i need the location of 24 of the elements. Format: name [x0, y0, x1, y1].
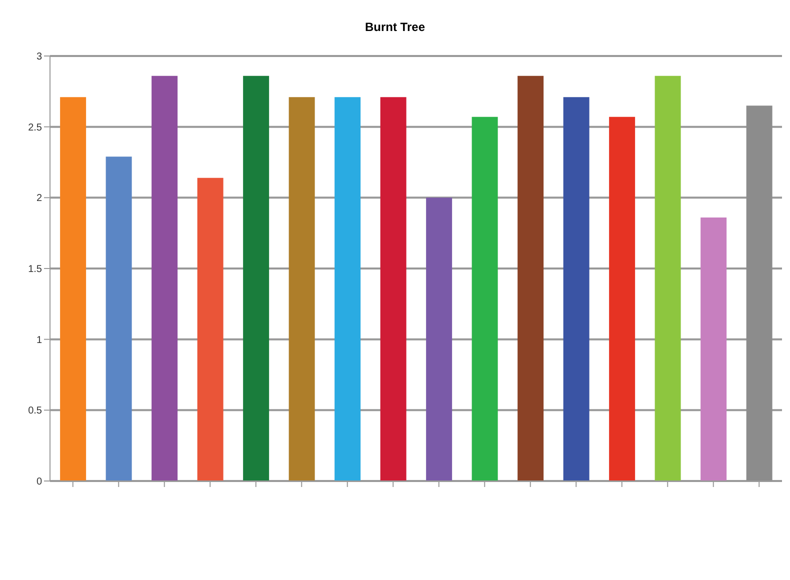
- y-tick-label: 2: [36, 193, 42, 204]
- bar: [197, 178, 224, 481]
- bar: [60, 97, 86, 481]
- bar: [288, 97, 315, 481]
- bar: [380, 97, 406, 481]
- y-tick-label: 0.5: [28, 406, 42, 417]
- bar: [106, 156, 132, 481]
- bar: [700, 218, 727, 481]
- y-tick-label: 1.5: [28, 264, 42, 276]
- bar: [609, 116, 636, 481]
- bar: [334, 97, 361, 481]
- y-tick-label: 2.5: [28, 122, 42, 134]
- bar: [654, 76, 681, 481]
- bar: [426, 198, 452, 481]
- y-tick-label: 0: [36, 476, 42, 488]
- bar: [518, 76, 544, 481]
- bar: [152, 76, 178, 481]
- bar: [243, 76, 270, 481]
- bar: [472, 116, 498, 481]
- bar: [746, 106, 772, 481]
- chart-title: Burnt Tree: [364, 19, 426, 36]
- y-tick-label: 3: [36, 52, 42, 63]
- y-tick-label: 1: [36, 334, 42, 346]
- bar: [563, 97, 590, 481]
